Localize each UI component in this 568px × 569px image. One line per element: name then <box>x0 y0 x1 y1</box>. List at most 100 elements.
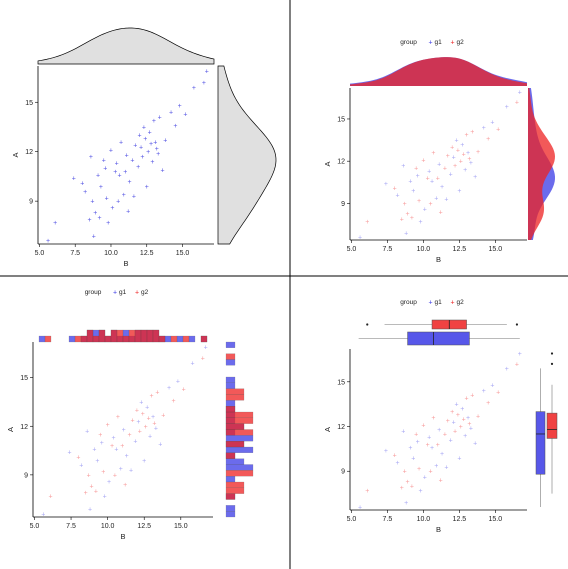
data-point: + <box>123 482 127 489</box>
data-point: + <box>482 125 486 132</box>
data-point: + <box>486 136 490 143</box>
data-point: + <box>457 188 461 195</box>
data-point: + <box>416 173 420 180</box>
right-box-g2 <box>546 412 558 439</box>
data-point: + <box>182 386 186 393</box>
data-point: + <box>84 490 88 497</box>
y-axis-label: A <box>6 427 15 432</box>
data-point: + <box>426 176 430 183</box>
data-point: + <box>403 201 407 208</box>
data-point: + <box>421 423 425 430</box>
data-point: + <box>436 442 440 449</box>
data-point: + <box>143 136 147 143</box>
data-point: + <box>171 398 175 405</box>
data-point: + <box>429 201 433 208</box>
data-point: + <box>460 142 464 149</box>
data-point: + <box>505 366 509 373</box>
x-tick-label: 10.0 <box>417 516 431 523</box>
x-tick-label: 7.5 <box>70 250 80 257</box>
data-point: + <box>190 361 194 368</box>
top-histogram-bar-g2 <box>146 329 154 343</box>
data-point: + <box>426 442 430 449</box>
data-point: + <box>96 172 100 179</box>
data-point: + <box>154 425 158 432</box>
data-point: + <box>434 195 438 202</box>
top-histogram-bar-g2 <box>104 335 112 343</box>
data-point: + <box>140 154 144 161</box>
data-point: + <box>430 178 434 185</box>
legend-label-g1: g1 <box>119 289 127 296</box>
x-axis-label: B <box>123 259 128 268</box>
data-point: + <box>443 431 447 438</box>
right-histogram-bar-g2 <box>225 441 245 448</box>
y-tick-label: 15 <box>337 379 345 386</box>
data-point: + <box>462 417 466 424</box>
data-point: + <box>408 445 412 452</box>
top-histogram-bar-g1 <box>68 335 76 343</box>
data-point: + <box>113 472 117 479</box>
data-point: + <box>410 215 414 222</box>
data-point: + <box>450 145 454 152</box>
data-point: + <box>423 207 427 214</box>
data-point: + <box>103 166 107 173</box>
data-point: + <box>133 438 137 445</box>
top-histogram-bar-g2 <box>86 329 94 343</box>
legend-key-g1: + <box>428 40 432 47</box>
data-point: + <box>110 443 114 450</box>
data-point: + <box>115 161 119 168</box>
data-point: + <box>427 434 431 441</box>
data-point: + <box>365 488 369 495</box>
data-point: + <box>486 400 490 407</box>
right-box-g1 <box>535 411 546 475</box>
right-histogram-bar-g1 <box>225 476 236 483</box>
right-histogram-bar-g2 <box>225 429 254 436</box>
data-point: + <box>105 195 109 202</box>
data-point: + <box>411 455 415 462</box>
data-point: + <box>456 147 460 154</box>
data-point: + <box>518 351 522 358</box>
data-point: + <box>505 104 509 111</box>
data-point: + <box>431 415 435 422</box>
data-point: + <box>395 460 399 467</box>
y-tick-label: 9 <box>24 472 28 479</box>
data-point: + <box>87 217 91 224</box>
data-point: + <box>120 443 124 450</box>
right-histogram-bar-g1 <box>225 446 254 453</box>
data-point: + <box>473 174 477 181</box>
y-axis-label: A <box>323 427 332 432</box>
data-point: + <box>116 199 120 206</box>
data-point: + <box>465 132 469 139</box>
data-point: + <box>496 126 500 133</box>
top-histogram-bar-g2 <box>170 335 178 343</box>
x-tick-label: 10.0 <box>417 246 431 253</box>
data-point: + <box>92 446 96 453</box>
data-point: + <box>456 412 460 419</box>
data-point: + <box>467 421 471 428</box>
data-point: + <box>427 169 431 176</box>
legend-key-g1: + <box>113 290 117 297</box>
data-point: + <box>123 169 127 176</box>
data-point: + <box>518 90 522 97</box>
data-point: + <box>411 188 415 195</box>
data-point: + <box>116 414 120 421</box>
y-tick-label: 12 <box>337 424 345 431</box>
data-point: + <box>469 160 473 167</box>
data-point: + <box>202 80 206 87</box>
right-histogram-bar-g2 <box>225 452 236 459</box>
right-histogram-bar-g1 <box>225 400 236 407</box>
data-point: + <box>437 162 441 169</box>
x-tick-label: 12.5 <box>140 250 154 257</box>
data-point: + <box>95 458 99 465</box>
data-point: + <box>417 198 421 205</box>
data-point: + <box>101 469 105 476</box>
data-point: + <box>462 152 466 159</box>
data-point: + <box>446 153 450 160</box>
data-point: + <box>98 432 102 439</box>
data-point: + <box>132 194 136 201</box>
data-point: + <box>443 166 447 173</box>
right-histogram-bar-g2 <box>225 388 245 395</box>
data-point: + <box>138 133 142 140</box>
right-histogram-bar-g2 <box>225 423 245 430</box>
x-tick-label: 15.0 <box>489 516 503 523</box>
data-point: + <box>148 433 152 440</box>
